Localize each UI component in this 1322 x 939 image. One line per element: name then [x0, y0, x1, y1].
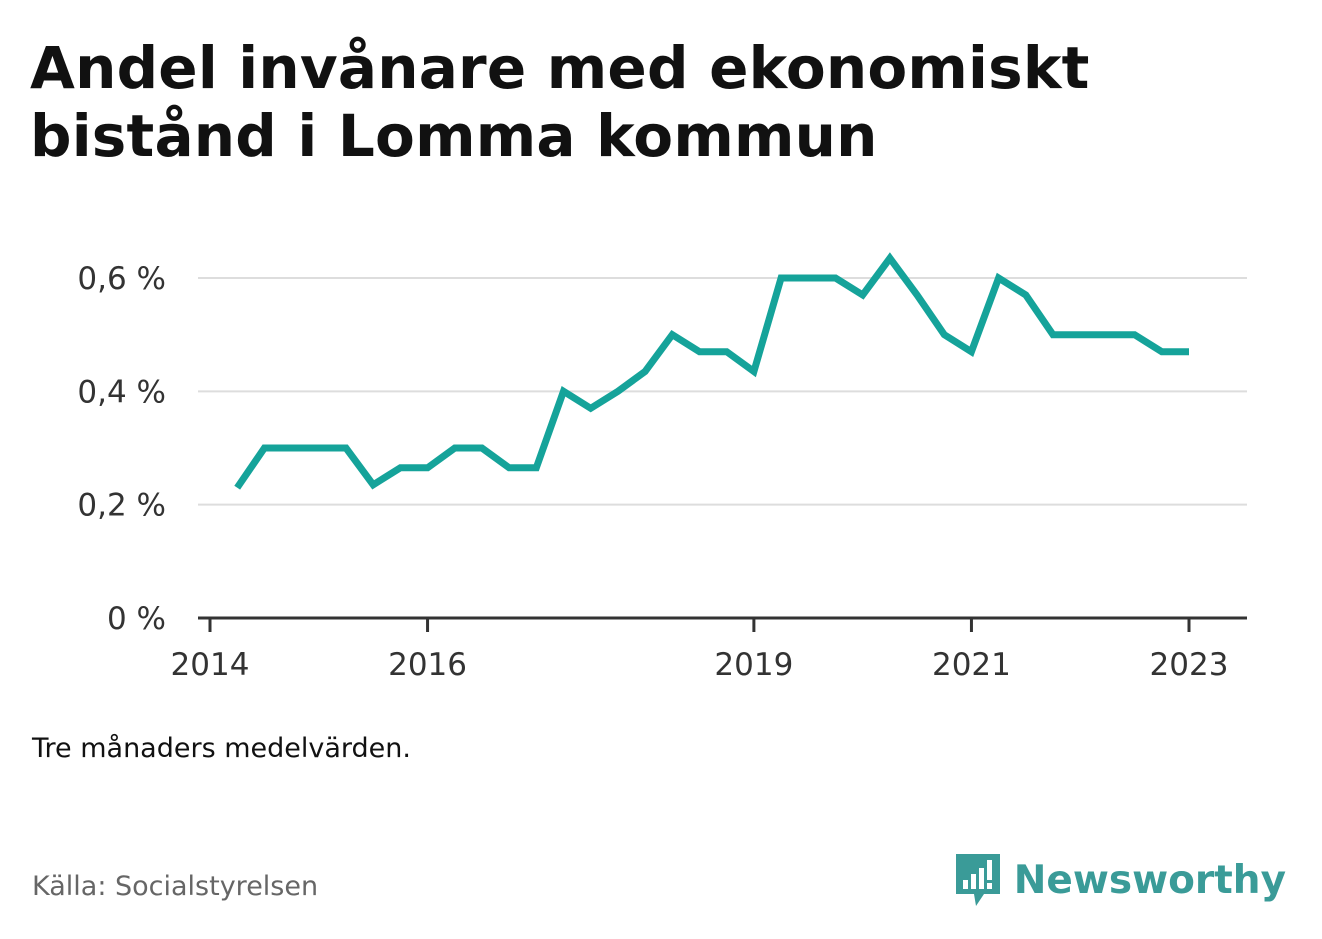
chart-title: Andel invånare med ekonomiskt bistånd i … [30, 34, 1090, 170]
y-tick-label: 0,6 % [77, 261, 166, 297]
x-tick-label: 2023 [1150, 647, 1229, 683]
chart-note: Tre månaders medelvärden. [32, 733, 411, 764]
x-tick-label: 2016 [388, 647, 467, 683]
newsworthy-logo-icon [955, 854, 1000, 906]
x-axis-labels: 2014 2016 2019 2021 2023 [171, 647, 1229, 683]
y-axis-labels: 0 % 0,2 % 0,4 % 0,6 % [77, 261, 166, 637]
x-tick-label: 2021 [932, 647, 1011, 683]
series-line-1 [234, 252, 1189, 490]
grid-lines [198, 277, 1247, 506]
brand-name: Newsworthy [1013, 857, 1286, 903]
brand-logo: Newsworthy [952, 850, 1286, 910]
x-tick-label: 2014 [171, 647, 250, 683]
y-tick-label: 0,2 % [77, 488, 166, 524]
series-lines [234, 252, 1189, 490]
source-credit: Källa: Socialstyrelsen [32, 871, 319, 902]
y-tick-label: 0 % [107, 601, 166, 637]
y-tick-label: 0,4 % [77, 374, 166, 410]
x-tick-label: 2019 [714, 647, 793, 683]
x-axis [198, 616, 1247, 632]
